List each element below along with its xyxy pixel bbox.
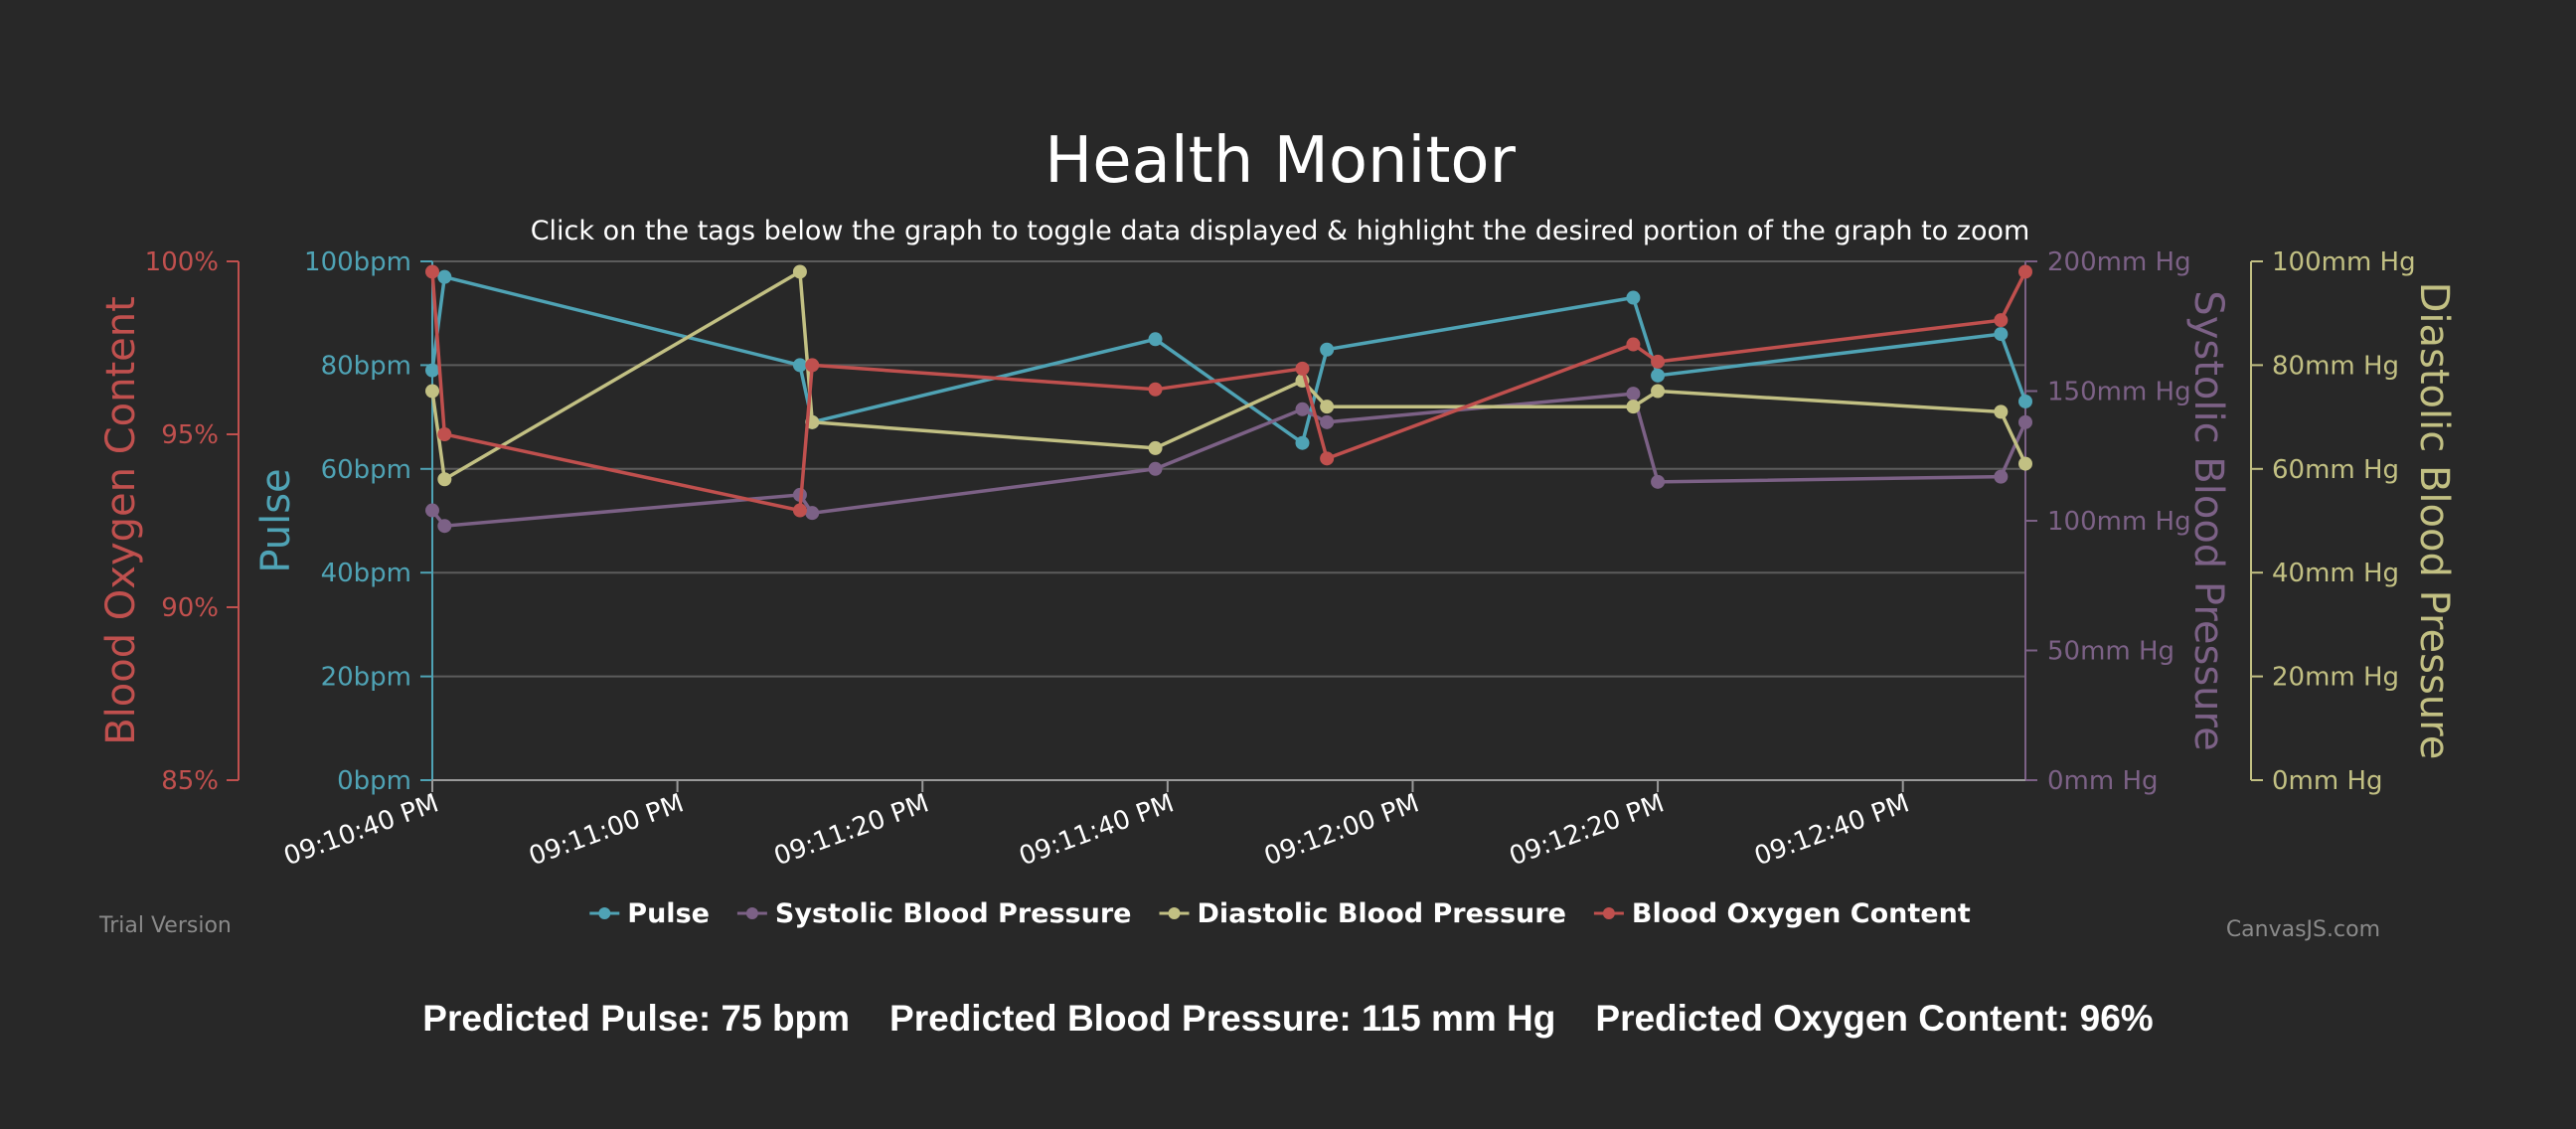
x-tick-label: 09:11:40 PM	[1016, 788, 1179, 872]
pulse-tick-label: 80bpm	[321, 351, 411, 381]
systolic-tick-label: 0mm Hg	[2047, 766, 2159, 796]
legend-item-oxygen[interactable]: Blood Oxygen Content	[1593, 898, 1971, 929]
systolic-tick-label: 50mm Hg	[2047, 637, 2174, 667]
predicted-pulse: Predicted Pulse: 75 bpm	[422, 998, 851, 1039]
chart-subtitle: Click on the tags below the graph to tog…	[531, 216, 2030, 246]
systolic-point[interactable]	[1651, 474, 1666, 489]
systolic-point[interactable]	[1320, 414, 1335, 429]
legend-swatch-marker	[745, 907, 758, 919]
diastolic-tick-label: 60mm Hg	[2272, 455, 2399, 485]
systolic-tick-label: 150mm Hg	[2047, 378, 2191, 407]
oxygen-tick-label: 85%	[161, 766, 219, 796]
pulse-point[interactable]	[437, 269, 452, 284]
x-tick-label: 09:10:40 PM	[280, 788, 443, 872]
x-tick-label: 09:12:20 PM	[1506, 788, 1669, 872]
oxygen-point[interactable]	[2018, 264, 2032, 279]
chart-title: Health Monitor	[1045, 124, 1516, 198]
diastolic-line[interactable]	[430, 268, 2027, 483]
diastolic-point[interactable]	[1626, 400, 1641, 414]
systolic-point[interactable]	[805, 506, 820, 521]
watermark-canvasjs[interactable]: CanvasJS.com	[2226, 917, 2380, 942]
pulse-point[interactable]	[425, 363, 439, 378]
diastolic-point[interactable]	[1651, 384, 1666, 399]
oxygen-point[interactable]	[1295, 361, 1310, 376]
pulse-tick-label: 20bpm	[321, 663, 411, 693]
pulse-tick-label: 100bpm	[304, 247, 411, 277]
x-tick-label: 09:12:40 PM	[1751, 788, 1914, 872]
diastolic-point[interactable]	[2018, 456, 2032, 471]
x-tick-label: 09:11:20 PM	[770, 788, 933, 872]
diastolic-point[interactable]	[1148, 440, 1163, 455]
legend-label: Diastolic Blood Pressure	[1198, 898, 1566, 929]
pulse-axis-title: Pulse	[253, 468, 299, 572]
diastolic-tick-label: 0mm Hg	[2272, 766, 2383, 796]
systolic-tick-label: 200mm Hg	[2047, 247, 2191, 277]
systolic-point[interactable]	[2018, 414, 2032, 429]
gridlines	[432, 260, 2025, 781]
oxygen-point[interactable]	[1148, 382, 1163, 397]
legend-swatch-marker	[598, 907, 611, 919]
diastolic-axis-title: Diastolic Blood Pressure	[2411, 282, 2457, 760]
legend-swatch-marker	[1168, 907, 1181, 919]
systolic-point[interactable]	[1148, 461, 1163, 476]
oxygen-tick-label: 90%	[161, 593, 219, 623]
legend-item-systolic[interactable]: Systolic Blood Pressure	[736, 898, 1132, 929]
legend-label: Systolic Blood Pressure	[775, 898, 1132, 929]
oxygen-point[interactable]	[425, 264, 439, 279]
diastolic-point[interactable]	[1320, 400, 1335, 414]
diastolic-tick-label: 20mm Hg	[2272, 663, 2399, 693]
predicted-blood-pressure: Predicted Blood Pressure: 115 mm Hg	[889, 998, 1556, 1039]
oxygen-point[interactable]	[1626, 337, 1641, 352]
diastolic-point[interactable]	[425, 384, 439, 399]
diastolic-tick-label: 100mm Hg	[2272, 247, 2416, 277]
oxygen-point[interactable]	[1651, 354, 1666, 369]
legend-swatch-marker	[1602, 907, 1615, 919]
pulse-point[interactable]	[1994, 327, 2009, 342]
legend-label: Pulse	[627, 898, 710, 929]
oxygen-tick-label: 100%	[145, 247, 219, 277]
systolic-point[interactable]	[437, 519, 452, 534]
oxygen-axis-title: Blood Oxygen Content	[98, 296, 144, 745]
oxygen-point[interactable]	[1320, 451, 1335, 466]
legend[interactable]: Pulse Systolic Blood Pressure Diastolic Bl…	[589, 898, 1971, 929]
pulse-point[interactable]	[1295, 435, 1310, 450]
oxygen-point[interactable]	[805, 358, 820, 373]
pulse-tick-label: 0bpm	[337, 766, 411, 796]
oxygen-tick-label: 95%	[161, 420, 219, 450]
systolic-point[interactable]	[425, 503, 439, 518]
legend-item-diastolic[interactable]: Diastolic Blood Pressure	[1159, 898, 1566, 929]
diastolic-point[interactable]	[792, 264, 807, 279]
health-monitor-chart[interactable]: Health Monitor Click on the tags below t…	[0, 0, 2576, 984]
pulse-tick-label: 60bpm	[321, 455, 411, 485]
pulse-point[interactable]	[2018, 394, 2032, 408]
systolic-point[interactable]	[1994, 469, 2009, 484]
watermark-trial: Trial Version	[98, 913, 232, 938]
oxygen-point[interactable]	[437, 427, 452, 441]
pulse-point[interactable]	[1320, 342, 1335, 357]
oxygen-point[interactable]	[792, 503, 807, 518]
pulse-point[interactable]	[1651, 368, 1666, 383]
oxygen-point[interactable]	[1994, 313, 2009, 328]
predictions-footer: Predicted Pulse: 75 bpm Predicted Blood …	[0, 989, 2576, 1048]
axes: 85% 90% 95% 100%Blood Oxygen Content 0bpm 20b…	[98, 247, 2457, 872]
systolic-tick-label: 100mm Hg	[2047, 507, 2191, 537]
pulse-point[interactable]	[1148, 332, 1163, 347]
pulse-point[interactable]	[1626, 290, 1641, 305]
pulse-point[interactable]	[792, 358, 807, 373]
systolic-point[interactable]	[1626, 387, 1641, 402]
x-tick-label: 09:11:00 PM	[525, 788, 688, 872]
legend-label: Blood Oxygen Content	[1632, 898, 1971, 929]
diastolic-tick-label: 80mm Hg	[2272, 351, 2399, 381]
x-tick-label: 09:12:00 PM	[1260, 788, 1423, 872]
predicted-oxygen: Predicted Oxygen Content: 96%	[1595, 998, 2154, 1039]
diastolic-point[interactable]	[437, 472, 452, 487]
series-lines[interactable]	[425, 264, 2032, 534]
pulse-tick-label: 40bpm	[321, 559, 411, 588]
diastolic-tick-label: 40mm Hg	[2272, 559, 2399, 588]
systolic-point[interactable]	[1295, 402, 1310, 416]
legend-item-pulse[interactable]: Pulse	[589, 898, 710, 929]
pulse-line[interactable]	[430, 274, 2027, 446]
systolic-axis-title: Systolic Blood Pressure	[2185, 290, 2231, 750]
diastolic-point[interactable]	[1994, 404, 2009, 419]
